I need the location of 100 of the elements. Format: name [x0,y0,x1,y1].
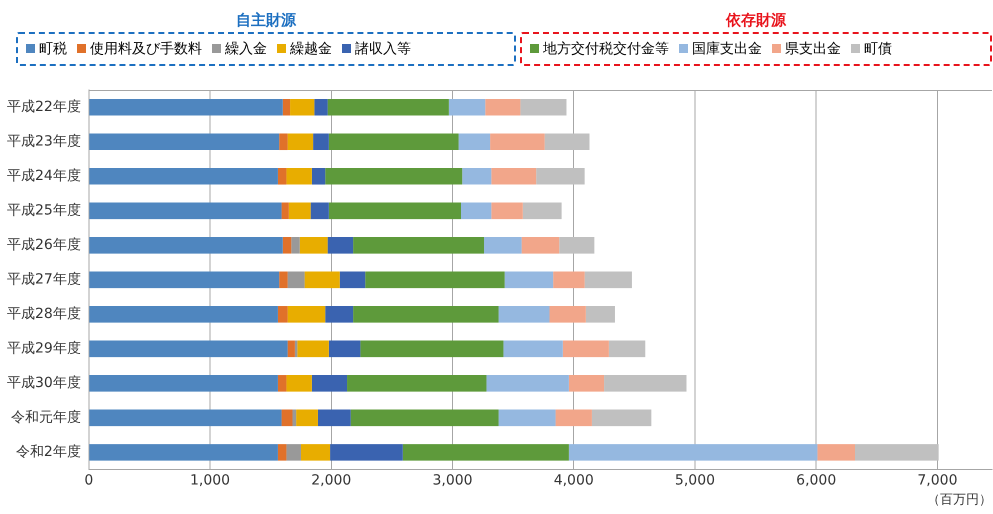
bar [448,98,486,116]
bar [300,237,328,254]
bar [347,375,486,392]
bar [461,202,492,220]
x-tick-label: 4,000 [554,472,594,489]
bar [365,272,505,288]
x-tick-label: 6,000 [796,472,836,489]
bar [288,340,295,358]
bar [498,306,550,323]
y-tick-label: 平成27年度 [6,271,81,288]
bar [318,410,351,426]
x-tick-label: 0 [84,472,94,489]
bar [486,375,569,392]
bar [279,133,288,150]
bar [89,133,280,150]
bar [330,444,403,461]
bar [286,168,312,185]
legend-label: 諸収入等 [354,40,411,58]
legend-label: 地方交付税交付金等 [542,40,669,58]
bar [288,133,314,150]
bar [328,202,461,220]
bar [282,202,289,220]
bar [855,444,939,461]
bar [490,133,545,150]
bar [604,375,686,392]
bar [304,272,340,288]
bar [536,168,585,185]
y-tick-label: 平成25年度 [6,202,81,218]
bar [300,444,330,461]
bar [402,444,569,461]
y-tick-label: 平成23年度 [6,133,81,150]
bar [288,272,305,288]
bar [291,237,300,254]
bar [340,272,366,288]
bar [503,340,563,358]
bar [553,272,585,288]
bar [568,375,604,392]
bar [89,375,278,392]
bar [559,237,594,254]
bar [584,272,632,288]
bar [314,98,328,116]
bar [325,306,354,323]
bar [328,98,449,116]
bar [556,410,592,426]
bar [282,237,292,254]
bar [313,133,329,150]
bar [89,306,278,323]
bar [286,444,301,461]
bar [522,202,562,220]
y-tick-label: 平成30年度 [6,374,81,391]
x-tick-label: 7,000 [917,472,958,489]
bar [278,444,286,461]
bar [328,237,354,254]
bar [484,237,522,254]
bar [278,306,288,323]
bar [817,444,856,461]
bar [89,444,278,461]
bar [608,340,646,358]
x-axis-title: （百万円） [927,492,992,508]
bar [353,237,484,254]
bar [520,98,566,116]
bar [279,272,288,288]
bar [89,272,280,288]
bar [89,410,282,426]
bar [89,168,278,185]
y-tick-label: 平成29年度 [6,340,81,356]
legend-label: 繰越金 [289,40,332,58]
x-tick-label: 5,000 [674,472,716,489]
bar [292,410,296,426]
bar [288,306,326,323]
bar [325,168,462,185]
bar [498,410,556,426]
bar [568,444,818,461]
legend-label: 繰入金 [224,40,267,58]
bar [278,168,286,185]
bar [297,340,329,358]
y-tick-label: 令和2年度 [16,444,81,460]
text: 自主財源 [235,10,298,31]
bar [328,340,360,358]
bar [278,375,286,392]
bar [504,272,554,288]
bar [296,410,318,426]
y-tick-label: 令和元年度 [10,409,81,426]
legend-label: 国庫支出金 [691,40,762,58]
bar [286,375,312,392]
bar [288,202,311,220]
bar [586,306,615,323]
bar [290,98,314,116]
bar [485,98,520,116]
bar [89,202,282,220]
bar [89,237,283,254]
bar [310,202,329,220]
bar [491,168,536,185]
bar [522,237,560,254]
bar [350,410,499,426]
bar [458,133,490,150]
x-tick-label: 3,000 [432,472,473,489]
bar [294,340,298,358]
bar [544,133,590,150]
bar [462,168,492,185]
